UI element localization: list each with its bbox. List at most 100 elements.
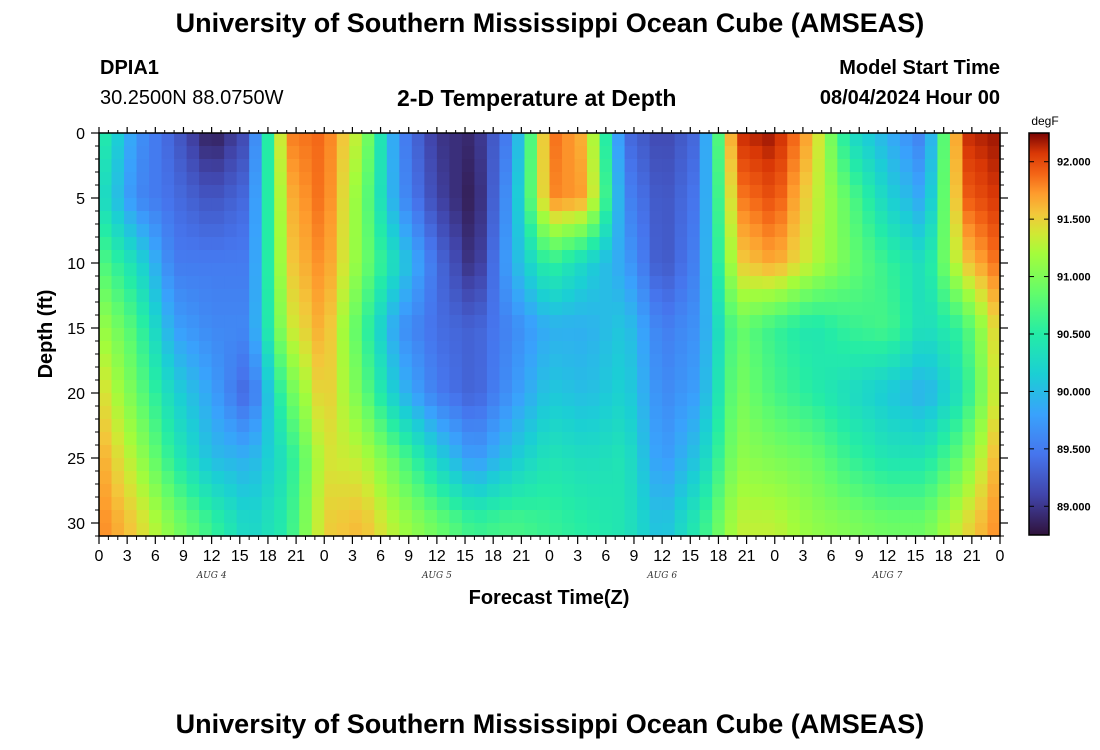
heatmap-cell: [774, 302, 788, 316]
heatmap-cell: [812, 211, 826, 225]
heatmap-cell: [624, 237, 638, 251]
heatmap-cell: [211, 237, 225, 251]
heatmap-cell: [724, 237, 738, 251]
heatmap-cell: [461, 276, 476, 290]
heatmap-cell: [649, 211, 663, 225]
heatmap-cell: [987, 146, 1001, 160]
heatmap-cell: [974, 276, 989, 290]
heatmap-cell: [962, 146, 976, 160]
heatmap-cell: [286, 289, 300, 303]
heatmap-cell: [349, 510, 363, 524]
heatmap-cell: [974, 263, 989, 277]
heatmap-cell: [524, 354, 538, 368]
heatmap-cell: [987, 328, 1001, 342]
heatmap-cell: [311, 471, 325, 485]
heatmap-cell: [899, 458, 913, 472]
heatmap-cell: [824, 380, 838, 394]
heatmap-cell: [887, 406, 901, 420]
heatmap-cell: [924, 393, 939, 407]
heatmap-cell: [224, 237, 238, 251]
heatmap-cell: [862, 367, 876, 381]
heatmap-cell: [374, 510, 388, 524]
heatmap-cell: [562, 445, 576, 459]
heatmap-cell: [799, 172, 813, 186]
heatmap-cell: [712, 133, 726, 147]
heatmap-cell: [261, 471, 275, 485]
heatmap-cell: [299, 224, 313, 238]
heatmap-cell: [486, 445, 501, 459]
heatmap-cell: [274, 237, 288, 251]
heatmap-cell: [699, 198, 713, 212]
heatmap-cell: [662, 393, 676, 407]
heatmap-cell: [949, 445, 964, 459]
heatmap-cell: [912, 250, 926, 264]
heatmap-cell: [449, 172, 463, 186]
heatmap-cell: [511, 484, 526, 498]
heatmap-cell: [562, 237, 576, 251]
heatmap-cell: [887, 250, 901, 264]
heatmap-cell: [549, 445, 563, 459]
heatmap-cell: [336, 211, 350, 225]
heatmap-cell: [687, 159, 701, 173]
heatmap-cell: [236, 510, 250, 524]
heatmap-cell: [637, 237, 651, 251]
x-tick-label: 9: [404, 548, 413, 565]
heatmap-cell: [574, 406, 588, 420]
heatmap-cell: [599, 172, 613, 186]
heatmap-cell: [849, 445, 863, 459]
heatmap-cell: [824, 328, 838, 342]
heatmap-cell: [499, 393, 513, 407]
heatmap-cell: [824, 263, 838, 277]
heatmap-cell: [386, 497, 400, 511]
heatmap-cell: [136, 172, 150, 186]
heatmap-cell: [436, 328, 450, 342]
heatmap-cell: [799, 289, 813, 303]
heatmap-cell: [361, 302, 375, 316]
heatmap-cell: [599, 523, 613, 537]
heatmap-cell: [424, 159, 438, 173]
heatmap-cell: [199, 445, 213, 459]
heatmap-cell: [274, 406, 288, 420]
heatmap-cell: [612, 367, 626, 381]
heatmap-cell: [599, 497, 613, 511]
heatmap-cell: [511, 172, 526, 186]
heatmap-cell: [974, 341, 989, 355]
heatmap-cell: [674, 224, 688, 238]
heatmap-cell: [161, 523, 175, 537]
heatmap-cell: [336, 432, 350, 446]
heatmap-cell: [111, 445, 125, 459]
heatmap-cell: [674, 380, 688, 394]
heatmap-cell: [862, 445, 876, 459]
heatmap-cell: [762, 393, 776, 407]
heatmap-cell: [562, 146, 576, 160]
heatmap-cell: [386, 211, 400, 225]
heatmap-cell: [899, 211, 913, 225]
heatmap-cell: [962, 302, 976, 316]
heatmap-cell: [937, 341, 951, 355]
heatmap-cell: [849, 328, 863, 342]
heatmap-cell: [99, 315, 113, 329]
heatmap-cell: [486, 458, 501, 472]
heatmap-cell: [261, 211, 275, 225]
heatmap-cell: [461, 224, 476, 238]
heatmap-cell: [649, 354, 663, 368]
heatmap-cell: [524, 406, 538, 420]
heatmap-cell: [249, 224, 263, 238]
heatmap-cell: [311, 432, 325, 446]
heatmap-cell: [887, 484, 901, 498]
heatmap-cell: [399, 315, 413, 329]
heatmap-cell: [186, 497, 200, 511]
heatmap-cell: [336, 484, 350, 498]
heatmap-cell: [649, 302, 663, 316]
heatmap-cell: [161, 497, 175, 511]
heatmap-cell: [774, 497, 788, 511]
heatmap-cell: [762, 380, 776, 394]
heatmap-cell: [186, 523, 200, 537]
heatmap-cell: [261, 523, 275, 537]
heatmap-cell: [699, 341, 713, 355]
heatmap-cell: [574, 432, 588, 446]
heatmap-cell: [99, 211, 113, 225]
heatmap-cell: [261, 497, 275, 511]
heatmap-cell: [324, 276, 338, 290]
heatmap-cell: [336, 510, 350, 524]
